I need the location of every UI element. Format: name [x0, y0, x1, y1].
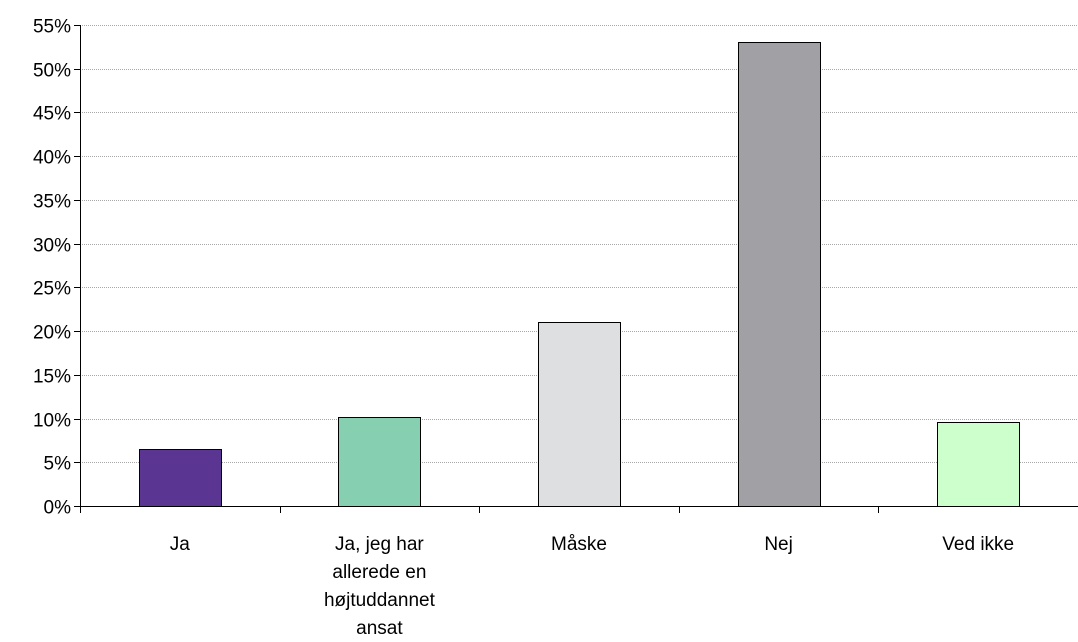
- x-category-label-line: Nej: [764, 534, 793, 555]
- x-category-label-line: Ja, jeg har: [335, 534, 424, 555]
- x-category-label: Ved ikke: [942, 534, 1014, 555]
- axes: [74, 25, 1078, 513]
- bar: [738, 42, 821, 507]
- y-tick-label: 5%: [44, 454, 72, 475]
- x-category-label-line: Måske: [551, 534, 607, 555]
- x-category-label-line: Ved ikke: [942, 534, 1014, 555]
- y-tick-label: 15%: [33, 367, 71, 388]
- bar: [338, 417, 421, 507]
- bar: [139, 449, 222, 507]
- x-category-label: Måske: [551, 534, 607, 555]
- y-tick-label: 25%: [33, 279, 71, 300]
- y-tick-label: 35%: [33, 192, 71, 213]
- x-category-label-line: højtuddannet: [324, 590, 436, 611]
- y-tick-label: 40%: [33, 148, 71, 169]
- y-tick-label: 10%: [33, 411, 71, 432]
- y-tick-label: 20%: [33, 323, 71, 344]
- bars: [139, 42, 1020, 507]
- x-category-label: Ja: [170, 534, 191, 555]
- x-category-label-line: allerede en: [332, 562, 426, 583]
- bar: [937, 422, 1020, 507]
- y-tick-label: 55%: [33, 17, 71, 38]
- x-category-label-line: Ja: [170, 534, 191, 555]
- category-labels: Ja Ja, jeg har allerede en højtuddannet ansa…: [170, 534, 1014, 639]
- y-tick-label: 45%: [33, 104, 71, 125]
- y-tick-label: 30%: [33, 236, 71, 257]
- x-category-label-line: ansat: [356, 618, 403, 639]
- x-category-label: Ja, jeg har allerede en højtuddannet ansat: [324, 534, 436, 639]
- y-tick-label: 50%: [33, 61, 71, 82]
- bar: [538, 322, 621, 507]
- y-tick-label: 0%: [44, 498, 72, 519]
- x-category-label: Nej: [764, 534, 793, 555]
- y-tick-labels: 0% 5% 10% 15% 20% 25% 30% 35% 40% 45% 50% 55%: [33, 17, 71, 519]
